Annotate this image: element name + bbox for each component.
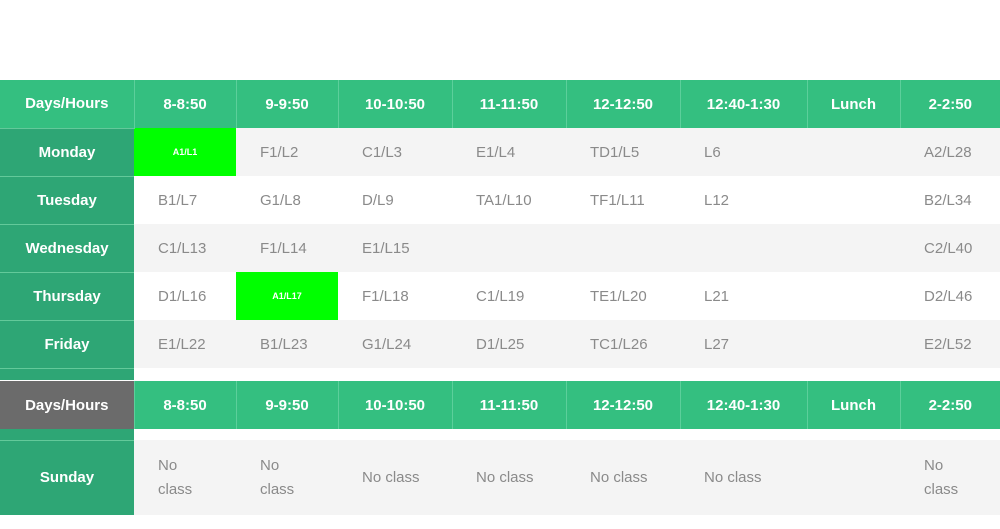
gap-filler <box>134 429 1000 440</box>
table-cell: D1/L16 <box>134 272 236 320</box>
header-slot: 2-2:50 <box>899 381 1000 429</box>
header-slot: 12:40-1:30 <box>679 381 807 429</box>
header-slot: Lunch <box>806 80 900 128</box>
table-cell: No class <box>900 440 1000 515</box>
day-label-filler <box>0 367 134 380</box>
table-cell: E1/L15 <box>338 224 452 272</box>
table-cell: G1/L24 <box>338 320 452 368</box>
table-row: Sunday No class No class No class No cla… <box>0 439 1000 515</box>
table-row: Thursday D1/L16 A1/L17 F1/L18 C1/L19 TE1… <box>0 271 1000 320</box>
header-slot: 10-10:50 <box>337 381 452 429</box>
table-cell: No class <box>236 440 338 515</box>
header-slot: 9-9:50 <box>235 381 338 429</box>
table-cell: F1/L14 <box>236 224 338 272</box>
table-cell: No class <box>680 440 807 515</box>
header-slot: 11-11:50 <box>451 80 566 128</box>
table-row: Wednesday C1/L13 F1/L14 E1/L15 C2/L40 <box>0 223 1000 272</box>
table-cell <box>807 224 900 272</box>
table-cell: F1/L18 <box>338 272 452 320</box>
header-slot: 12-12:50 <box>565 381 680 429</box>
weekend-timetable: Days/Hours 8-8:50 9-9:50 10-10:50 11-11:… <box>0 381 1000 515</box>
table-cell: A2/L28 <box>900 128 1000 176</box>
header-slot: 11-11:50 <box>451 381 566 429</box>
table-cell: L27 <box>680 320 807 368</box>
day-label: Friday <box>0 319 134 368</box>
table-cell: D2/L46 <box>900 272 1000 320</box>
header-row: Days/Hours 8-8:50 9-9:50 10-10:50 11-11:… <box>0 381 1000 429</box>
header-slot: 8-8:50 <box>133 381 236 429</box>
table-cell: No class <box>134 440 236 515</box>
header-slot: 10-10:50 <box>337 80 452 128</box>
header-slot: 2-2:50 <box>899 80 1000 128</box>
table-cell: TE1/L20 <box>566 272 680 320</box>
table-cell: E1/L4 <box>452 128 566 176</box>
spacer-row <box>0 367 1000 380</box>
table-row: Friday E1/L22 B1/L23 G1/L24 D1/L25 TC1/L… <box>0 319 1000 368</box>
table-row: Tuesday B1/L7 G1/L8 D/L9 TA1/L10 TF1/L11… <box>0 175 1000 224</box>
table-cell <box>807 272 900 320</box>
header-slot: 12:40-1:30 <box>679 80 807 128</box>
table-cell: C1/L13 <box>134 224 236 272</box>
table-cell: No class <box>566 440 680 515</box>
table-cell: B2/L34 <box>900 176 1000 224</box>
spacer-row <box>0 429 1000 440</box>
table-cell: D1/L25 <box>452 320 566 368</box>
table-cell <box>807 440 900 515</box>
header-slot: 9-9:50 <box>235 80 338 128</box>
table-cell <box>807 128 900 176</box>
table-cell: B1/L23 <box>236 320 338 368</box>
header-slot: Lunch <box>806 381 900 429</box>
table-cell: C2/L40 <box>900 224 1000 272</box>
table-cell <box>452 224 566 272</box>
table-cell <box>566 224 680 272</box>
highlighted-cell: A1/L1 <box>134 128 236 176</box>
weekday-timetable: Days/Hours 8-8:50 9-9:50 10-10:50 11-11:… <box>0 80 1000 380</box>
table-cell: C1/L3 <box>338 128 452 176</box>
table-row: Monday A1/L1 F1/L2 C1/L3 E1/L4 TD1/L5 L6… <box>0 127 1000 176</box>
gap-filler <box>134 368 1000 380</box>
table-cell <box>680 224 807 272</box>
day-label-filler <box>0 429 134 440</box>
table-cell: F1/L2 <box>236 128 338 176</box>
day-label: Sunday <box>0 439 134 515</box>
table-cell: TA1/L10 <box>452 176 566 224</box>
table-cell: E2/L52 <box>900 320 1000 368</box>
day-label: Thursday <box>0 271 134 320</box>
table-cell: No class <box>338 440 452 515</box>
header-slot: 12-12:50 <box>565 80 680 128</box>
header-corner: Days/Hours <box>0 381 134 429</box>
table-cell: TC1/L26 <box>566 320 680 368</box>
table-cell: B1/L7 <box>134 176 236 224</box>
header-row: Days/Hours 8-8:50 9-9:50 10-10:50 11-11:… <box>0 80 1000 128</box>
table-cell: TF1/L11 <box>566 176 680 224</box>
table-cell: G1/L8 <box>236 176 338 224</box>
highlighted-cell: A1/L17 <box>236 272 338 320</box>
table-cell: L21 <box>680 272 807 320</box>
header-corner: Days/Hours <box>0 80 134 128</box>
table-cell <box>807 176 900 224</box>
table-cell: E1/L22 <box>134 320 236 368</box>
table-cell <box>807 320 900 368</box>
table-cell: L12 <box>680 176 807 224</box>
day-label: Tuesday <box>0 175 134 224</box>
header-slot: 8-8:50 <box>133 80 236 128</box>
table-cell: L6 <box>680 128 807 176</box>
day-label: Monday <box>0 127 134 176</box>
day-label: Wednesday <box>0 223 134 272</box>
table-cell: No class <box>452 440 566 515</box>
table-cell: D/L9 <box>338 176 452 224</box>
table-cell: C1/L19 <box>452 272 566 320</box>
table-cell: TD1/L5 <box>566 128 680 176</box>
